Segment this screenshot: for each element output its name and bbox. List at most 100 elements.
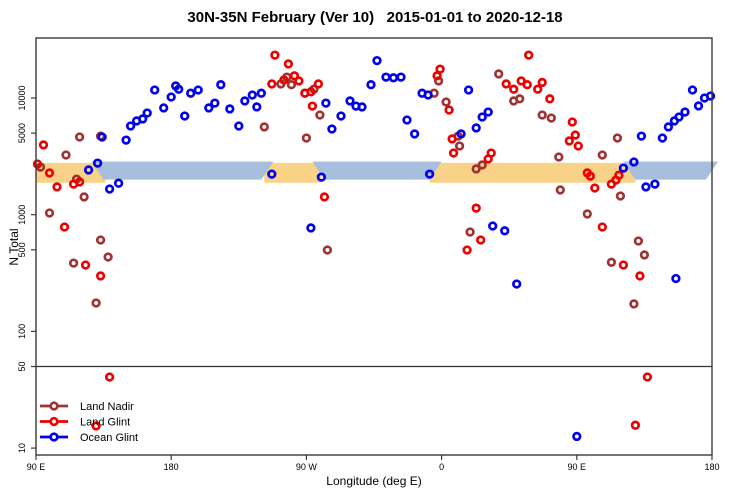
data-point-land-glint <box>567 117 577 127</box>
data-point-land-glint <box>533 84 543 94</box>
data-point-ocean-glint <box>225 104 235 114</box>
data-point-land-glint <box>313 79 324 89</box>
data-point-land-glint <box>509 84 519 94</box>
data-point-land-glint <box>545 94 555 104</box>
data-point-land-nadir <box>615 191 626 201</box>
data-point-ocean-glint <box>705 91 716 101</box>
data-point-land-nadir <box>465 227 475 237</box>
data-point-land-glint <box>522 80 532 90</box>
data-point-land-glint <box>486 148 496 158</box>
y-tick-label: 1000 <box>17 205 27 225</box>
x-tick-label: 180 <box>164 462 179 472</box>
data-point-land-nadir <box>95 235 106 245</box>
data-point-ocean-glint <box>687 85 698 95</box>
data-point-ocean-glint <box>402 115 412 125</box>
data-point-ocean-glint <box>256 88 266 98</box>
data-point-land-glint <box>44 168 55 178</box>
data-point-land-nadir <box>322 245 333 255</box>
data-point-ocean-glint <box>234 121 244 131</box>
data-point-ocean-glint <box>306 223 316 233</box>
data-point-ocean-glint <box>512 279 522 289</box>
data-point-land-glint <box>435 64 445 74</box>
data-point-land-nadir <box>546 113 556 123</box>
data-point-land-glint <box>279 75 289 85</box>
data-point-ocean-glint <box>113 178 124 188</box>
data-point-land-glint <box>573 141 583 151</box>
data-point-land-nadir <box>91 298 101 308</box>
data-point-land-glint <box>270 50 280 60</box>
data-point-land-glint <box>80 260 91 270</box>
data-point-land-glint <box>319 192 330 202</box>
data-point-ocean-glint <box>174 84 184 94</box>
land-band-segment <box>264 162 322 183</box>
data-point-land-glint <box>91 421 101 431</box>
data-point-land-glint <box>564 136 574 146</box>
data-point-land-glint <box>267 79 277 89</box>
data-point-ocean-glint <box>210 98 220 108</box>
data-point-land-nadir <box>582 209 592 219</box>
data-point-land-glint <box>283 59 294 69</box>
data-point-ocean-glint <box>680 107 690 117</box>
land-band-segment <box>429 162 636 183</box>
data-point-ocean-glint <box>327 124 337 134</box>
data-point-ocean-glint <box>671 273 681 284</box>
data-point-ocean-glint <box>150 85 160 95</box>
data-point-land-glint <box>476 235 486 245</box>
data-point-land-nadir <box>606 257 617 267</box>
data-point-ocean-glint <box>396 72 406 82</box>
data-point-ocean-glint <box>121 135 131 145</box>
data-point-land-glint <box>52 182 62 192</box>
data-point-land-glint <box>597 222 607 232</box>
data-point-ocean-glint <box>674 112 684 122</box>
data-point-ocean-glint <box>252 102 262 112</box>
data-point-land-nadir <box>477 160 487 170</box>
data-point-land-glint <box>38 140 49 150</box>
data-point-land-nadir <box>629 299 639 309</box>
data-point-land-nadir <box>537 110 547 120</box>
data-point-land-glint <box>516 76 526 86</box>
data-point-land-glint <box>501 79 511 89</box>
data-point-ocean-glint <box>483 107 493 117</box>
data-point-land-glint <box>630 420 641 430</box>
data-point-land-nadir <box>554 152 564 162</box>
data-point-land-glint <box>642 372 653 382</box>
x-tick-label: 180 <box>704 462 719 472</box>
data-point-land-glint <box>95 271 106 281</box>
data-point-land-glint <box>537 77 547 88</box>
data-point-ocean-glint <box>125 121 136 131</box>
data-point-land-glint <box>59 222 70 232</box>
data-point-ocean-glint <box>650 179 660 189</box>
plot-box <box>35 37 713 456</box>
data-point-land-glint <box>618 260 629 270</box>
y-tick-label: 500 <box>17 242 27 257</box>
data-point-land-glint <box>289 71 300 81</box>
data-point-land-glint <box>300 88 310 98</box>
data-point-ocean-glint <box>629 157 639 167</box>
legend-marker <box>49 416 59 427</box>
data-point-land-nadir <box>61 150 71 160</box>
data-point-ocean-glint <box>463 85 474 95</box>
data-point-ocean-glint <box>92 158 103 168</box>
data-point-ocean-glint <box>345 96 355 106</box>
data-point-land-nadir <box>639 250 650 260</box>
data-point-land-nadir <box>612 133 623 143</box>
y-tick-label: 100 <box>17 324 27 339</box>
data-point-ocean-glint <box>159 103 169 113</box>
legend-marker <box>49 432 59 442</box>
data-point-land-glint <box>294 76 304 86</box>
y-axis-label: N Total <box>7 228 21 266</box>
data-point-land-glint <box>74 177 85 187</box>
data-point-ocean-glint <box>336 111 346 121</box>
data-point-land-nadir <box>286 80 297 90</box>
data-point-ocean-glint <box>641 182 651 192</box>
data-point-land-glint <box>104 372 115 382</box>
data-point-ocean-glint <box>357 102 367 112</box>
data-point-ocean-glint <box>381 72 391 82</box>
data-point-land-glint <box>471 203 481 213</box>
data-point-ocean-glint <box>477 112 487 122</box>
data-point-ocean-glint <box>423 90 433 100</box>
data-point-ocean-glint <box>186 88 196 98</box>
data-point-land-glint <box>447 134 457 144</box>
